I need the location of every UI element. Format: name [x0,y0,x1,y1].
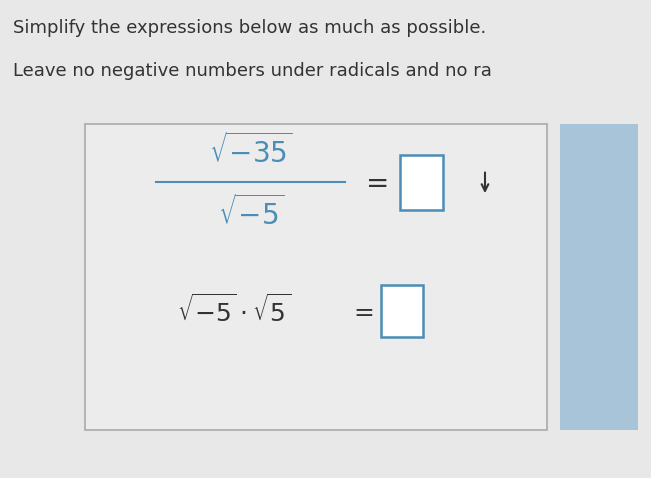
Text: $=$: $=$ [349,299,374,323]
Text: $\sqrt{-5}\cdot\sqrt{5}$: $\sqrt{-5}\cdot\sqrt{5}$ [177,294,292,327]
FancyBboxPatch shape [85,124,547,430]
FancyBboxPatch shape [400,155,443,210]
Text: $\sqrt{-5}$: $\sqrt{-5}$ [217,195,284,230]
FancyBboxPatch shape [560,124,638,430]
Text: $=$: $=$ [361,168,388,196]
FancyBboxPatch shape [381,285,423,337]
Text: $\sqrt{-35}$: $\sqrt{-35}$ [209,133,292,168]
Text: Leave no negative numbers under radicals and no ra: Leave no negative numbers under radicals… [13,62,492,80]
Text: Simplify the expressions below as much as possible.: Simplify the expressions below as much a… [13,19,486,37]
